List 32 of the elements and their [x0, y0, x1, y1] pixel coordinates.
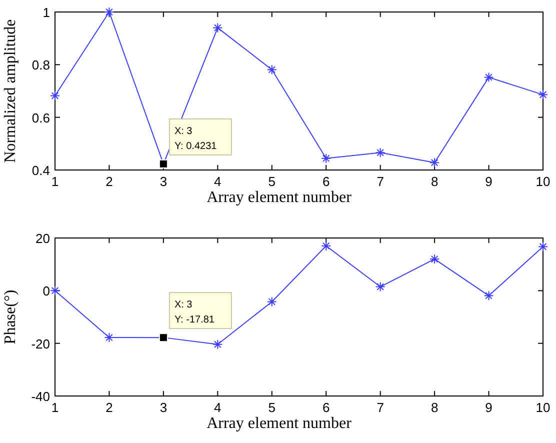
x-tick-label: 9 [485, 400, 492, 415]
x-tick-label: 7 [376, 400, 384, 415]
x-tick-label: 6 [322, 174, 330, 189]
x-tick-label: 8 [430, 174, 438, 189]
y-tick-label: 0 [42, 284, 50, 299]
annotation: X: 3 Y: -17.81 [174, 300, 215, 326]
x-tick-label: 3 [160, 400, 168, 415]
x-tick-label: 2 [106, 400, 113, 415]
x-tick-label: 3 [160, 174, 168, 189]
x-tick-label: 9 [485, 174, 492, 189]
y-axis-title: Normalized amplitude [2, 19, 19, 163]
x-tick-label: 8 [430, 400, 438, 415]
x-tick-label: 4 [214, 174, 222, 189]
x-tick-label: 10 [536, 400, 550, 415]
x-tick-label: 7 [376, 174, 384, 189]
annotation: X: 3 Y: 0.4231 [174, 126, 218, 152]
x-axis-title: Array element number [206, 189, 352, 206]
y-tick-label: -20 [31, 336, 50, 352]
x-tick-label: 4 [214, 400, 222, 415]
y-tick-label: 20 [36, 231, 50, 246]
x-axis-title: Array element number [206, 415, 352, 432]
x-tick-label: 2 [106, 174, 113, 189]
x-tick-label: 10 [536, 174, 550, 189]
x-tick-label: 6 [322, 400, 330, 415]
y-tick-label: 0.6 [32, 110, 50, 126]
y-tick-label: -40 [31, 389, 50, 404]
y-tick-label: 0.8 [32, 58, 50, 73]
x-tick-label: 5 [268, 174, 276, 189]
y-tick-label: 0.4 [32, 163, 50, 178]
x-tick-label: 5 [268, 400, 276, 415]
y-axis-title: Phase(°) [2, 290, 19, 344]
y-tick-label: 1 [42, 5, 50, 20]
